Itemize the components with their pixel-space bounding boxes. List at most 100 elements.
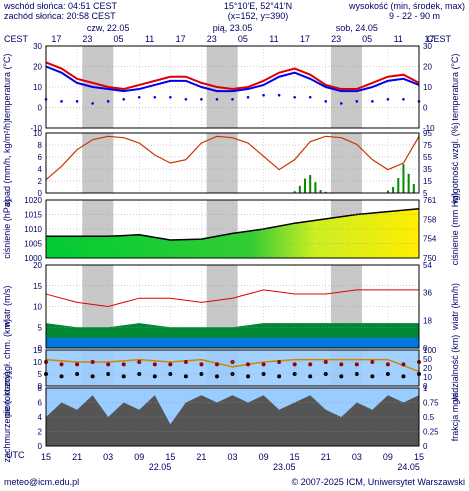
cloud-layer-point <box>401 374 406 379</box>
y-right-tick-label: 50 <box>423 355 432 364</box>
y-tick-label: 1020 <box>24 196 42 205</box>
cloud-layer-point <box>214 374 219 379</box>
footer-copyright: © 2007-2025 ICM, Uniwersytet Warszawski <box>292 477 465 487</box>
precip-bar <box>402 164 405 193</box>
wind-band <box>46 337 419 348</box>
precip-bar <box>298 185 301 193</box>
footer-email[interactable]: meteo@icm.edu.pl <box>4 477 79 487</box>
bottom-hour-label: 03 <box>352 452 362 462</box>
bottom-hour-label: 09 <box>383 452 393 462</box>
y-tick-label: 0 <box>38 344 43 353</box>
y-right-tick-label: 75 <box>423 141 432 150</box>
timezone-right: CEST <box>427 34 452 44</box>
dewpoint-point <box>355 100 359 103</box>
precip-bar <box>412 184 415 193</box>
y-tick-label: 8 <box>38 141 43 150</box>
y-right-tick-label: 30 <box>423 42 432 51</box>
sunset-text: zachód słońca: 20:58 CEST <box>4 11 116 21</box>
top-hour-label: 23 <box>331 34 341 44</box>
utc-label: UTC <box>6 450 25 460</box>
top-hour-label: 17 <box>424 34 434 44</box>
bottom-hour-label: 09 <box>259 452 269 462</box>
grid-text: (x=152, y=390) <box>228 11 289 21</box>
y-tick-label: 8 <box>38 384 43 393</box>
y-tick-label: 1015 <box>24 211 42 220</box>
panel: 10 8 6 4 2 0 95 75 55 35 15 5 opad (mm/h, kg/m²/h) wi… <box>2 120 460 206</box>
cloud-base-point <box>106 362 111 367</box>
y-right-tick-label: 0 <box>423 344 428 353</box>
y-right-tick-label: 10 <box>423 373 432 382</box>
cloud-base-point <box>308 362 313 367</box>
y-tick-label: 20 <box>33 63 42 72</box>
pressure-axis-label: ciśnienie (hPa) <box>2 199 12 259</box>
humidity-axis-label: wilgotność wzgl. (%) <box>450 122 460 205</box>
panel-border <box>45 387 420 447</box>
cloud-base-point <box>277 360 282 364</box>
y-right-tick-label: 95 <box>423 129 432 138</box>
cloud-layer-point <box>183 374 188 379</box>
top-hour-label: 05 <box>238 34 248 44</box>
y-right-tick-label: 0 <box>423 104 428 113</box>
y-right-tick-label: 36 <box>423 289 432 298</box>
cloud-layer-point <box>75 372 80 376</box>
bottom-date-label: 24.05 <box>397 462 420 472</box>
y-right-tick-label: 20 <box>423 63 432 72</box>
y-tick-label: 1010 <box>24 225 42 234</box>
dewpoint-point <box>153 95 157 99</box>
cloud-base-point <box>370 360 375 364</box>
panel-border <box>45 264 420 349</box>
precip-bar <box>392 187 395 193</box>
height-values: 9 - 22 - 90 m <box>389 11 440 21</box>
cloud-layer-point <box>152 374 157 379</box>
cloud-axis-label: zachmurzenie (oktany) <box>2 371 12 462</box>
cloud-base-point <box>121 362 126 367</box>
dewpoint-point <box>60 100 63 103</box>
bottom-hour-label: 15 <box>414 452 424 462</box>
y-right-tick-label: 758 <box>423 215 437 224</box>
cloud-layer-point <box>168 372 173 376</box>
y-tick-label: 2 <box>38 177 43 186</box>
bottom-hour-label: 15 <box>290 452 300 462</box>
cloud-layer-point <box>59 374 64 379</box>
dewpoint-point <box>91 102 94 105</box>
night-band <box>82 133 114 193</box>
precip-axis-label: opad (mm/h, kg/m²/h) <box>2 120 12 206</box>
cloud-layer-point <box>292 372 297 376</box>
cloud-base-point <box>199 362 204 367</box>
cloud-area <box>46 395 419 446</box>
y-tick-label: 15 <box>33 346 42 355</box>
wind-gust-line <box>45 289 419 308</box>
y-right-tick-label: 0 <box>423 442 428 451</box>
night-band <box>330 133 363 193</box>
humidity-line <box>45 135 420 181</box>
cloud-base-point <box>90 360 95 364</box>
temperature-max-line <box>45 61 420 91</box>
dewpoint-point <box>277 93 281 97</box>
top-hour-label: 17 <box>176 34 186 44</box>
precip-bar <box>309 175 312 193</box>
y-right-tick-label: 100 <box>423 346 437 355</box>
precip-bar <box>397 178 400 193</box>
panel-border <box>45 45 420 129</box>
top-hour-label: 23 <box>207 34 217 44</box>
cloud-layer-point <box>354 372 359 376</box>
y-right-tick-label: 0.75 <box>423 399 439 408</box>
dewpoint-point <box>339 102 343 105</box>
y-tick-label: 0 <box>38 442 43 451</box>
y-right-tick-label: 5 <box>423 189 428 198</box>
y-right-tick-label: 35 <box>423 165 432 174</box>
y-right-tick-label: 1 <box>423 384 428 393</box>
y-right-tick-label: 15 <box>423 177 432 186</box>
y-tick-label: 10 <box>33 358 42 367</box>
dewpoint-point <box>371 100 374 103</box>
cloud-extent-axis-label: pion. rozciągł. chm. (km) <box>2 319 12 417</box>
top-hour-label: 17 <box>300 34 310 44</box>
dewpoint-point <box>324 100 328 103</box>
cloud-layer-point <box>261 372 266 376</box>
day-label: pią, 23.05 <box>213 23 253 33</box>
precip-bar <box>314 182 317 193</box>
dewpoint-point <box>402 98 405 101</box>
y-right-tick-label: 0.25 <box>423 428 439 437</box>
y-tick-label: 1005 <box>24 240 42 249</box>
